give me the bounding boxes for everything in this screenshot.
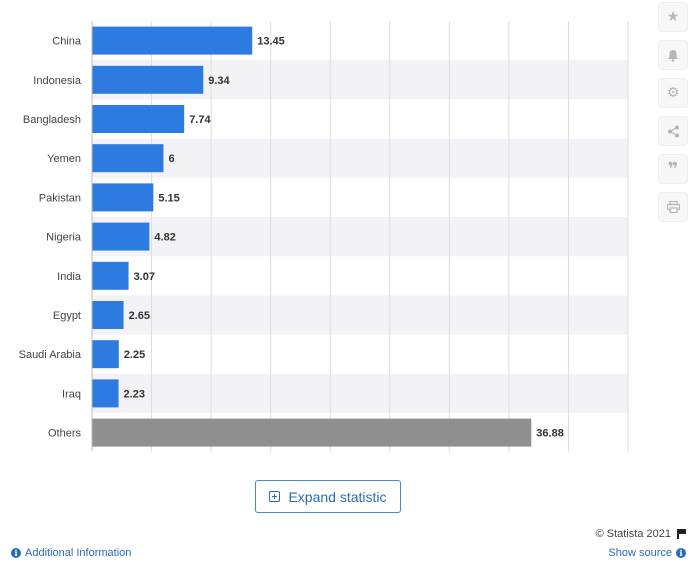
- bars: [92, 26, 532, 447]
- value-label: 6: [168, 153, 174, 165]
- bar-saudi-arabia[interactable]: [92, 340, 119, 369]
- row-stripe: [92, 138, 628, 178]
- star-icon[interactable]: ★: [658, 2, 688, 32]
- row-stripe: [92, 217, 628, 257]
- row-stripes: [92, 60, 628, 413]
- copyright: © Statista 2021: [596, 528, 686, 540]
- plus-box-icon: [269, 491, 281, 502]
- category-label: Bangladesh: [23, 114, 81, 126]
- bar-chart: China Indonesia Bangladesh Yemen Pakistan Nig…: [19, 21, 629, 453]
- bar-bangladesh[interactable]: [92, 105, 185, 133]
- value-label: 3.07: [134, 271, 155, 283]
- info-icon: i: [676, 548, 686, 558]
- bar-yemen[interactable]: [92, 144, 164, 173]
- value-label: 7.74: [189, 114, 211, 126]
- value-labels: 13.45 9.34 7.74 6 5.15 4.82 3.07 2.65 2.25 2.23 36…: [124, 36, 564, 440]
- copyright-text: © Statista 2021: [595, 528, 671, 540]
- show-source-label: Show source: [608, 547, 672, 559]
- category-label: Indonesia: [33, 75, 82, 87]
- bar-china[interactable]: [92, 26, 253, 55]
- bar-nigeria[interactable]: [92, 222, 150, 251]
- additional-information-link[interactable]: i Additional Information: [11, 547, 131, 559]
- show-source-link[interactable]: Show source i: [608, 547, 686, 559]
- category-label: Iraq: [62, 388, 81, 400]
- value-label: 13.45: [257, 36, 285, 48]
- value-label: 36.88: [536, 428, 564, 440]
- category-label: Others: [48, 428, 82, 440]
- value-label: 2.23: [124, 388, 145, 400]
- category-label: Saudi Arabia: [19, 349, 82, 361]
- bar-others[interactable]: [92, 418, 532, 447]
- category-label: Egypt: [53, 310, 81, 322]
- value-label: 2.25: [124, 349, 145, 361]
- category-labels: China Indonesia Bangladesh Yemen Pakistan Nig…: [19, 36, 82, 440]
- quote-icon[interactable]: ❞: [658, 154, 688, 184]
- info-icon: i: [11, 548, 21, 558]
- value-label: 9.34: [208, 75, 230, 87]
- bar-india[interactable]: [92, 261, 129, 290]
- gear-icon[interactable]: ⚙: [658, 78, 688, 108]
- bar-iraq[interactable]: [92, 379, 119, 408]
- bell-icon[interactable]: [658, 40, 688, 70]
- flag-icon[interactable]: [677, 529, 686, 539]
- share-icon[interactable]: [658, 116, 688, 146]
- additional-information-label: Additional Information: [25, 547, 132, 559]
- side-toolbar: ★ ⚙ ❞: [657, 2, 689, 230]
- print-icon[interactable]: [658, 192, 688, 222]
- value-label: 5.15: [158, 192, 179, 204]
- expand-statistic-label: Expand statistic: [288, 488, 387, 505]
- category-label: Nigeria: [46, 232, 82, 244]
- row-stripe: [92, 373, 628, 413]
- value-label: 2.65: [129, 310, 150, 322]
- bar-indonesia[interactable]: [92, 65, 204, 94]
- category-label: India: [57, 271, 82, 283]
- category-label: Pakistan: [39, 192, 81, 204]
- expand-statistic-button[interactable]: Expand statistic: [255, 480, 401, 513]
- value-label: 4.82: [154, 232, 175, 244]
- category-label: Yemen: [47, 153, 81, 165]
- category-label: China: [52, 36, 82, 48]
- bar-pakistan[interactable]: [92, 183, 154, 212]
- bar-egypt[interactable]: [92, 301, 124, 329]
- gridlines: [151, 21, 629, 453]
- row-stripe: [92, 295, 628, 335]
